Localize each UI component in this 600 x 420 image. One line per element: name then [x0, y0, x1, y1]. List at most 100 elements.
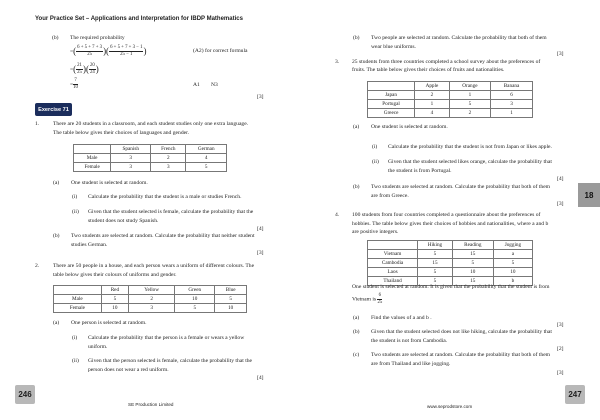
- subpart-label: (i): [72, 194, 78, 200]
- fraction: 7 10: [73, 78, 78, 90]
- question-text: 25 students from three countries complet…: [352, 59, 541, 65]
- table-cell: 3: [110, 162, 152, 172]
- part-text: Two students are selected at random. Cal…: [371, 184, 551, 190]
- table-cell: 4: [414, 108, 450, 118]
- table-cell: b: [492, 276, 534, 286]
- part-label: (b): [353, 329, 360, 335]
- table-cell: Jogging: [492, 240, 534, 250]
- question-number: 3.: [335, 59, 340, 65]
- table-cell: 10: [451, 267, 494, 277]
- subpart-text: Given that the student selected likes or…: [388, 159, 552, 165]
- subpart-label: (ii): [72, 358, 79, 364]
- fraction: 21 25: [76, 63, 83, 75]
- part-label: (b): [353, 184, 360, 190]
- marks: [4]: [257, 226, 264, 232]
- table-cell: 1: [490, 108, 533, 118]
- table-cell: [72, 144, 112, 154]
- table-cell: Spanish: [110, 144, 152, 154]
- part-label: (b): [52, 35, 59, 41]
- formula-line-3: = 7 10: [70, 78, 78, 90]
- subpart-text: uniform.: [88, 344, 108, 350]
- question-text: fruits. The table below gives their choi…: [352, 67, 505, 73]
- table-cell: 5: [451, 258, 494, 268]
- subpart-text: student does not study Spanish.: [88, 218, 159, 224]
- footer-url: www.seprodstore.com: [427, 404, 473, 409]
- subpart-label: (i): [372, 144, 378, 150]
- table-cell: German: [185, 144, 227, 154]
- table-cell: Banana: [490, 81, 533, 91]
- uniform-table: Red Yellow Green Blue Male 5 2 10 5 Female 10 3 5 1…: [53, 285, 247, 313]
- table-cell: Orange: [448, 81, 492, 91]
- table-cell: Laos: [366, 267, 419, 277]
- question-number: 2.: [35, 263, 40, 269]
- part-label: (a): [353, 315, 360, 321]
- question-text: are positive integers.: [352, 229, 399, 235]
- subpart-text: Calculate the probability that the stude…: [388, 144, 552, 150]
- part-text: Two students are selected at random. Cal…: [371, 352, 551, 358]
- subpart-label: (i): [72, 335, 78, 341]
- running-header: Your Practice Set – Applications and Int…: [35, 16, 243, 22]
- part-text: are from Greece.: [371, 193, 409, 199]
- table-cell: [53, 285, 102, 295]
- formula-line-2: =(21 25)(20 24): [70, 63, 99, 75]
- table-cell: Reading: [451, 240, 494, 250]
- part-text: Two students are selected at random. Cal…: [71, 233, 255, 239]
- table-cell: Male: [72, 153, 112, 163]
- table-cell: Thailand: [366, 276, 419, 286]
- table-cell: a: [492, 249, 534, 259]
- table-cell: 5: [174, 303, 216, 313]
- part-label: (a): [53, 180, 60, 186]
- table-cell: 3: [490, 99, 533, 109]
- fraction: 6 + 5 + 7 + 3 − 1 25 − 1: [109, 45, 144, 57]
- table-cell: [366, 81, 416, 91]
- table-cell: 10: [492, 267, 534, 277]
- table-cell: Male: [53, 294, 102, 304]
- table-cell: 6: [490, 90, 533, 100]
- table-cell: Japan: [366, 90, 416, 100]
- table-cell: 2: [448, 108, 492, 118]
- table-cell: Red: [100, 285, 130, 295]
- table-cell: 3: [150, 162, 187, 172]
- language-table: Spanish French German Male 3 2 4 Female 3 3 5: [72, 144, 227, 172]
- formula-line-1: =(6 + 5 + 7 + 3 25)(6 + 5 + 7 + 3 − 1 25 −…: [70, 45, 147, 57]
- subpart-label: (ii): [372, 159, 379, 165]
- part-label: (a): [353, 124, 360, 130]
- marks: [3]: [557, 51, 564, 57]
- table-cell: 2: [150, 153, 187, 163]
- table-cell: 5: [417, 267, 453, 277]
- table-cell: Hiking: [417, 240, 453, 250]
- fraction: 20 24: [88, 63, 96, 75]
- equals: =: [70, 48, 74, 55]
- part-label: (b): [53, 233, 60, 239]
- table-cell: 15: [451, 249, 494, 259]
- subpart-text: Calculate the probability that the stude…: [88, 194, 242, 200]
- mark-a1: A1: [193, 82, 200, 88]
- table-cell: 5: [214, 294, 247, 304]
- page-number-badge: 247: [565, 385, 585, 404]
- table-cell: Blue: [214, 285, 247, 295]
- table-cell: 5: [100, 294, 130, 304]
- marks: [2]: [557, 346, 564, 352]
- subpart-text: person does not wear a red uniform.: [88, 367, 169, 373]
- table-cell: 15: [417, 258, 453, 268]
- marks: [3]: [557, 370, 564, 376]
- table-cell: 2: [128, 294, 176, 304]
- part-text: One student is selected at random.: [71, 180, 148, 186]
- question-text: table below gives their colours of unifo…: [53, 272, 177, 278]
- fraction: 6 25: [377, 293, 383, 305]
- subpart-text: Calculate the probability that the perso…: [88, 335, 245, 341]
- table-cell: 3: [128, 303, 176, 313]
- subpart-text: Given that the student selected is femal…: [88, 209, 254, 215]
- table-cell: Vietnam: [366, 249, 419, 259]
- table-cell: 10: [100, 303, 130, 313]
- table-cell: Female: [72, 162, 112, 172]
- table-cell: French: [150, 144, 187, 154]
- part-text: wear blue uniforms.: [371, 44, 416, 50]
- table-cell: 5: [448, 99, 492, 109]
- subpart-text: Given that the person selected is female…: [88, 358, 253, 364]
- table-cell: 10: [214, 303, 247, 313]
- subpart-label: (ii): [72, 209, 79, 215]
- marks: [4]: [257, 375, 264, 381]
- vietnam-probability: Vietnam is 6 25: [352, 293, 383, 305]
- fruit-table: Apple Orange Banana Japan 2 1 6 Portugal 1 5 3 G…: [366, 81, 533, 118]
